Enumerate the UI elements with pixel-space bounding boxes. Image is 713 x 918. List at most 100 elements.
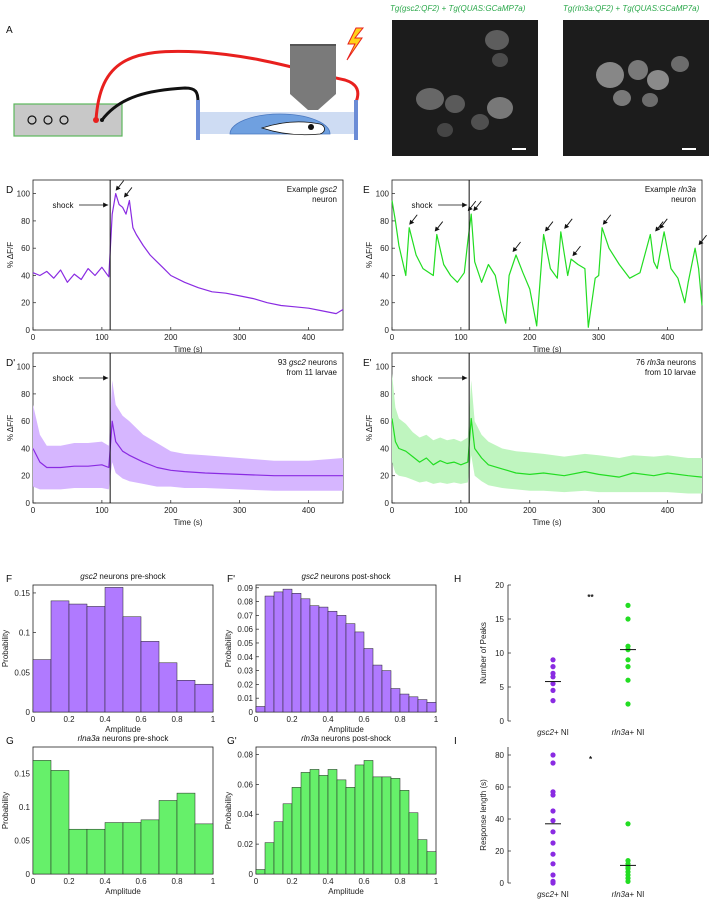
x-tick-label: 300 xyxy=(233,333,247,342)
shock-label: shock xyxy=(53,374,75,383)
histogram-bar xyxy=(408,812,419,875)
panel-letter-g-prime: G' xyxy=(227,736,237,747)
histogram-bar xyxy=(318,775,329,875)
note-line: from 11 larvae xyxy=(286,368,337,377)
histogram-bar xyxy=(50,600,70,713)
data-point xyxy=(625,643,631,649)
category-label: gsc2+ NI xyxy=(537,890,569,899)
histogram-bar xyxy=(122,822,142,875)
x-tick-label: 0 xyxy=(31,506,36,515)
panel-letter-i: I xyxy=(454,736,457,747)
chart-d-axes: 0 100 200 300 400 0 20 40 60 80 100 Time (s) % ΔF/F s… xyxy=(6,179,344,354)
y-tick-label: 0.07 xyxy=(237,611,253,620)
data-point xyxy=(625,701,631,707)
panel-letter-g: G xyxy=(6,736,14,747)
x-axis-label: Amplitude xyxy=(328,887,364,896)
peak-arrowhead xyxy=(698,240,704,246)
x-tick-label: 200 xyxy=(164,333,178,342)
series-line xyxy=(391,417,703,478)
x-tick-label: 400 xyxy=(302,506,316,515)
micrograph-c: Tg(rln3a:QF2) + Tg(QUAS:GCaMP7a) xyxy=(563,4,709,156)
peak-arrowhead xyxy=(434,226,440,232)
data-point xyxy=(625,677,631,683)
error-band xyxy=(33,380,343,491)
x-tick-label: 100 xyxy=(454,506,468,515)
y-tick-label: 20 xyxy=(495,581,504,590)
x-tick-label: 100 xyxy=(454,333,468,342)
y-tick-label: 0.06 xyxy=(237,625,253,634)
objective xyxy=(290,44,336,110)
peak-arrowhead xyxy=(473,206,479,212)
data-point xyxy=(550,851,556,857)
x-tick-label: 0.4 xyxy=(99,715,111,724)
histogram-bar xyxy=(32,659,52,713)
category-label: gsc2+ NI xyxy=(537,728,569,737)
x-tick-label: 0.4 xyxy=(322,715,334,724)
x-tick-label: 100 xyxy=(95,333,109,342)
histogram-bar xyxy=(158,662,178,713)
data-point xyxy=(550,752,556,758)
electrode-left xyxy=(196,100,200,140)
shock-arrowhead xyxy=(103,375,109,381)
peak-arrowhead xyxy=(123,192,129,198)
y-tick-label: 0.02 xyxy=(237,680,253,689)
y-axis-label: Number of Peaks xyxy=(479,622,488,684)
data-point xyxy=(550,872,556,878)
x-axis-label: Time (s) xyxy=(173,345,202,354)
data-point xyxy=(550,878,556,885)
histogram-bar xyxy=(194,823,214,875)
histogram-bar xyxy=(140,819,160,875)
series-line xyxy=(32,193,344,315)
data-point xyxy=(550,664,556,670)
x-axis-label: Amplitude xyxy=(105,887,141,896)
significance-marker: * xyxy=(589,755,593,764)
histogram-bar xyxy=(176,680,196,713)
y-tick-label: 0.1 xyxy=(19,803,31,812)
x-tick-label: 1 xyxy=(211,877,216,886)
x-tick-label: 0 xyxy=(254,715,259,724)
data-point xyxy=(550,657,556,663)
x-tick-label: 0.2 xyxy=(63,877,75,886)
histogram-bar xyxy=(282,803,293,875)
histogram-bar xyxy=(408,696,419,713)
y-axis-label: Response length (s) xyxy=(479,779,488,851)
histogram-bar xyxy=(32,760,52,875)
y-tick-label: 60 xyxy=(21,417,30,426)
y-tick-label: 0.09 xyxy=(237,584,253,593)
histogram-bar xyxy=(354,764,365,875)
y-tick-label: 0.08 xyxy=(237,750,253,759)
y-tick-label: 15 xyxy=(495,615,504,624)
histogram-bar xyxy=(426,702,437,713)
histogram-bar xyxy=(399,790,410,875)
histogram-bar xyxy=(345,623,356,713)
y-tick-label: 5 xyxy=(500,683,505,692)
y-axis-label: % ΔF/F xyxy=(6,242,15,268)
series-line xyxy=(32,420,343,477)
chart-h-axes: 0 5 10 15 20 Number of Peaks gsc2+ NI rln3a+ NI… xyxy=(479,581,644,737)
histogram-bar xyxy=(390,778,401,875)
y-tick-label: 0.03 xyxy=(237,667,253,676)
histogram-bar xyxy=(291,593,302,713)
setup-schematic xyxy=(13,27,365,140)
chart-g-axes: 0 0.2 0.4 0.6 0.8 1 0 0.05 0.1 0.15 rlna3a neurons… xyxy=(1,734,216,896)
histogram-bar xyxy=(318,606,329,713)
black-wire xyxy=(100,86,200,121)
y-tick-label: 0.08 xyxy=(237,598,253,607)
chart-i-axes: 0 20 40 60 80 Response length (s) gsc2+ NI rln3… xyxy=(479,747,644,899)
x-tick-label: 0.8 xyxy=(171,715,183,724)
histogram-bar xyxy=(140,641,160,713)
histogram-bar xyxy=(282,588,293,713)
y-tick-label: 80 xyxy=(380,217,389,226)
y-tick-label: 10 xyxy=(495,649,504,658)
chart-title: rlna3a neurons pre-shock xyxy=(78,734,170,743)
x-tick-label: 0.4 xyxy=(322,877,334,886)
histogram-bar xyxy=(390,688,401,713)
data-point xyxy=(550,808,556,814)
panel-letter-h: H xyxy=(454,574,461,585)
x-tick-label: 0.2 xyxy=(286,715,298,724)
histogram-bar xyxy=(309,605,320,713)
x-axis-label: Time (s) xyxy=(173,518,202,527)
y-tick-label: 100 xyxy=(376,363,390,372)
peak-arrowhead xyxy=(467,206,473,212)
